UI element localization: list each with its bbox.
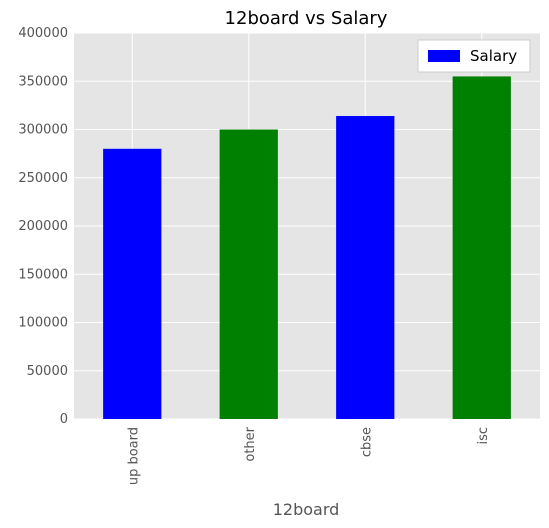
bar-cbse xyxy=(336,115,395,420)
x-axis-label: 12board xyxy=(273,500,340,519)
x-tick-label: other xyxy=(243,426,258,461)
bar-up-board xyxy=(103,148,162,420)
x-tick-label: up board xyxy=(126,427,141,485)
bar-other xyxy=(219,129,278,419)
x-axis: up board other cbse isc xyxy=(126,426,491,485)
x-tick-label: isc xyxy=(476,427,491,445)
y-axis: 0 50000 100000 150000 200000 250000 300000 3500… xyxy=(18,26,68,427)
y-tick-label: 0 xyxy=(60,412,68,427)
legend-swatch xyxy=(428,50,460,62)
x-tick-label: cbse xyxy=(359,427,374,457)
y-tick-label: 200000 xyxy=(18,219,68,234)
chart-title: 12board vs Salary xyxy=(225,8,388,29)
bars xyxy=(103,76,511,420)
y-tick-label: 150000 xyxy=(18,267,68,282)
y-tick-label: 50000 xyxy=(27,364,68,379)
y-tick-label: 250000 xyxy=(18,171,68,186)
y-tick-label: 300000 xyxy=(18,123,68,138)
y-tick-label: 400000 xyxy=(18,26,68,41)
y-tick-label: 350000 xyxy=(18,74,68,89)
bar-isc xyxy=(452,76,511,420)
legend: Salary xyxy=(417,39,531,73)
y-tick-label: 100000 xyxy=(18,316,68,331)
legend-label-salary: Salary xyxy=(470,47,517,65)
